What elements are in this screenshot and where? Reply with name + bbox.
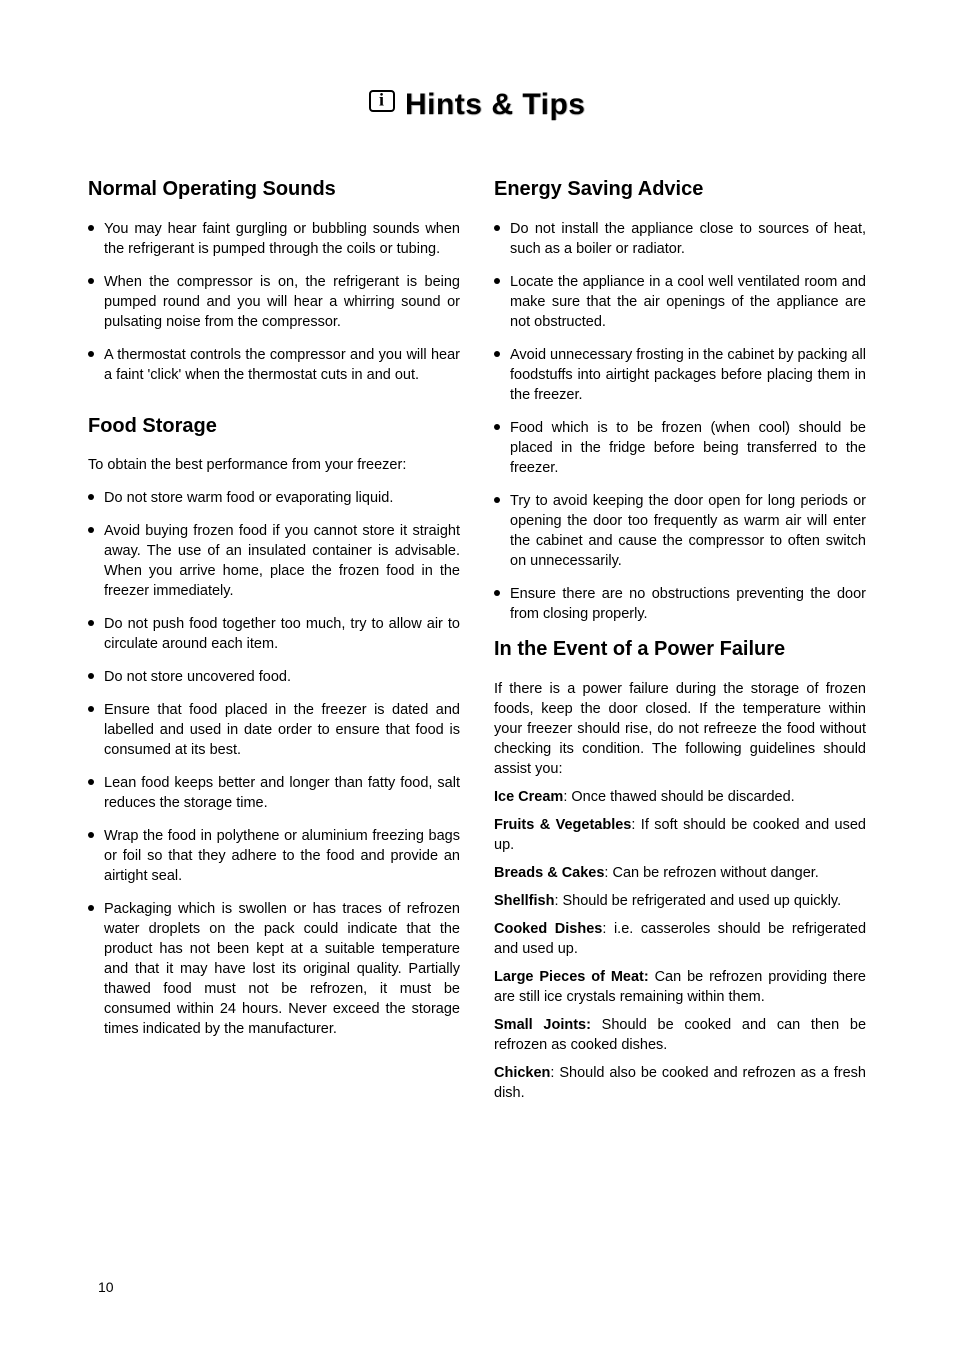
right-column: Energy Saving Advice Do not install the … (494, 178, 866, 1111)
guideline-label: Shellfish (494, 893, 554, 909)
guideline-label: Breads & Cakes (494, 865, 604, 881)
guideline-label: Cooked Dishes (494, 921, 602, 937)
guideline-item: Chicken: Should also be cooked and refro… (494, 1063, 866, 1103)
list-item: Avoid buying frozen food if you cannot s… (88, 521, 460, 601)
intro-food-storage: To obtain the best performance from your… (88, 456, 460, 476)
list-item: Do not push food together too much, try … (88, 614, 460, 654)
list-item: Do not install the appliance close to so… (494, 219, 866, 259)
page-number: 10 (98, 1279, 114, 1295)
list-item: Ensure there are no obstructions prevent… (494, 584, 866, 624)
guideline-item: Breads & Cakes: Can be refrozen without … (494, 863, 866, 883)
guideline-label: Small Joints: (494, 1017, 591, 1033)
list-item: Wrap the food in polythene or aluminium … (88, 826, 460, 886)
heading-normal-sounds: Normal Operating Sounds (88, 178, 460, 201)
guideline-label: Large Pieces of Meat: (494, 969, 649, 985)
list-item: Try to avoid keeping the door open for l… (494, 491, 866, 571)
list-item: Do not store warm food or evaporating li… (88, 488, 460, 508)
list-item: When the compressor is on, the refrigera… (88, 272, 460, 332)
guideline-text: : Can be refrozen without danger. (604, 865, 818, 881)
list-item: Locate the appliance in a cool well vent… (494, 272, 866, 332)
content-columns: Normal Operating Sounds You may hear fai… (88, 178, 866, 1111)
list-item: Packaging which is swollen or has traces… (88, 899, 460, 1039)
guideline-text: : Once thawed should be discarded. (563, 789, 794, 805)
heading-food-storage: Food Storage (88, 415, 460, 438)
guideline-text: : Should also be cooked and refrozen as … (494, 1065, 866, 1101)
list-food-storage: Do not store warm food or evaporating li… (88, 488, 460, 1039)
list-item: Avoid unnecessary frosting in the cabine… (494, 345, 866, 405)
heading-power-failure: In the Event of a Power Failure (494, 638, 866, 661)
page-title-wrap: Hints & Tips (88, 88, 866, 122)
list-item: Lean food keeps better and longer than f… (88, 773, 460, 813)
guideline-item: Small Joints: Should be cooked and can t… (494, 1015, 866, 1055)
guideline-item: Shellfish: Should be refrigerated and us… (494, 891, 866, 911)
list-item: You may hear faint gurgling or bubbling … (88, 219, 460, 259)
guideline-label: Ice Cream (494, 789, 563, 805)
guideline-item: Cooked Dishes: i.e. casseroles should be… (494, 919, 866, 959)
guideline-item: Ice Cream: Once thawed should be discard… (494, 787, 866, 807)
list-item: A thermostat controls the compressor and… (88, 345, 460, 385)
info-icon (369, 90, 395, 112)
page-title: Hints & Tips (405, 88, 585, 122)
list-item: Ensure that food placed in the freezer i… (88, 700, 460, 760)
list-item: Food which is to be frozen (when cool) s… (494, 418, 866, 478)
list-energy-saving: Do not install the appliance close to so… (494, 219, 866, 624)
heading-energy-saving: Energy Saving Advice (494, 178, 866, 201)
guideline-label: Chicken (494, 1065, 550, 1081)
guideline-item: Large Pieces of Meat: Can be refrozen pr… (494, 967, 866, 1007)
guideline-text: : Should be refrigerated and used up qui… (554, 893, 841, 909)
guideline-label: Fruits & Vegetables (494, 817, 631, 833)
intro-power-failure: If there is a power failure during the s… (494, 679, 866, 779)
guideline-item: Fruits & Vegetables: If soft should be c… (494, 815, 866, 855)
list-item: Do not store uncovered food. (88, 667, 460, 687)
left-column: Normal Operating Sounds You may hear fai… (88, 178, 460, 1111)
list-normal-sounds: You may hear faint gurgling or bubbling … (88, 219, 460, 385)
